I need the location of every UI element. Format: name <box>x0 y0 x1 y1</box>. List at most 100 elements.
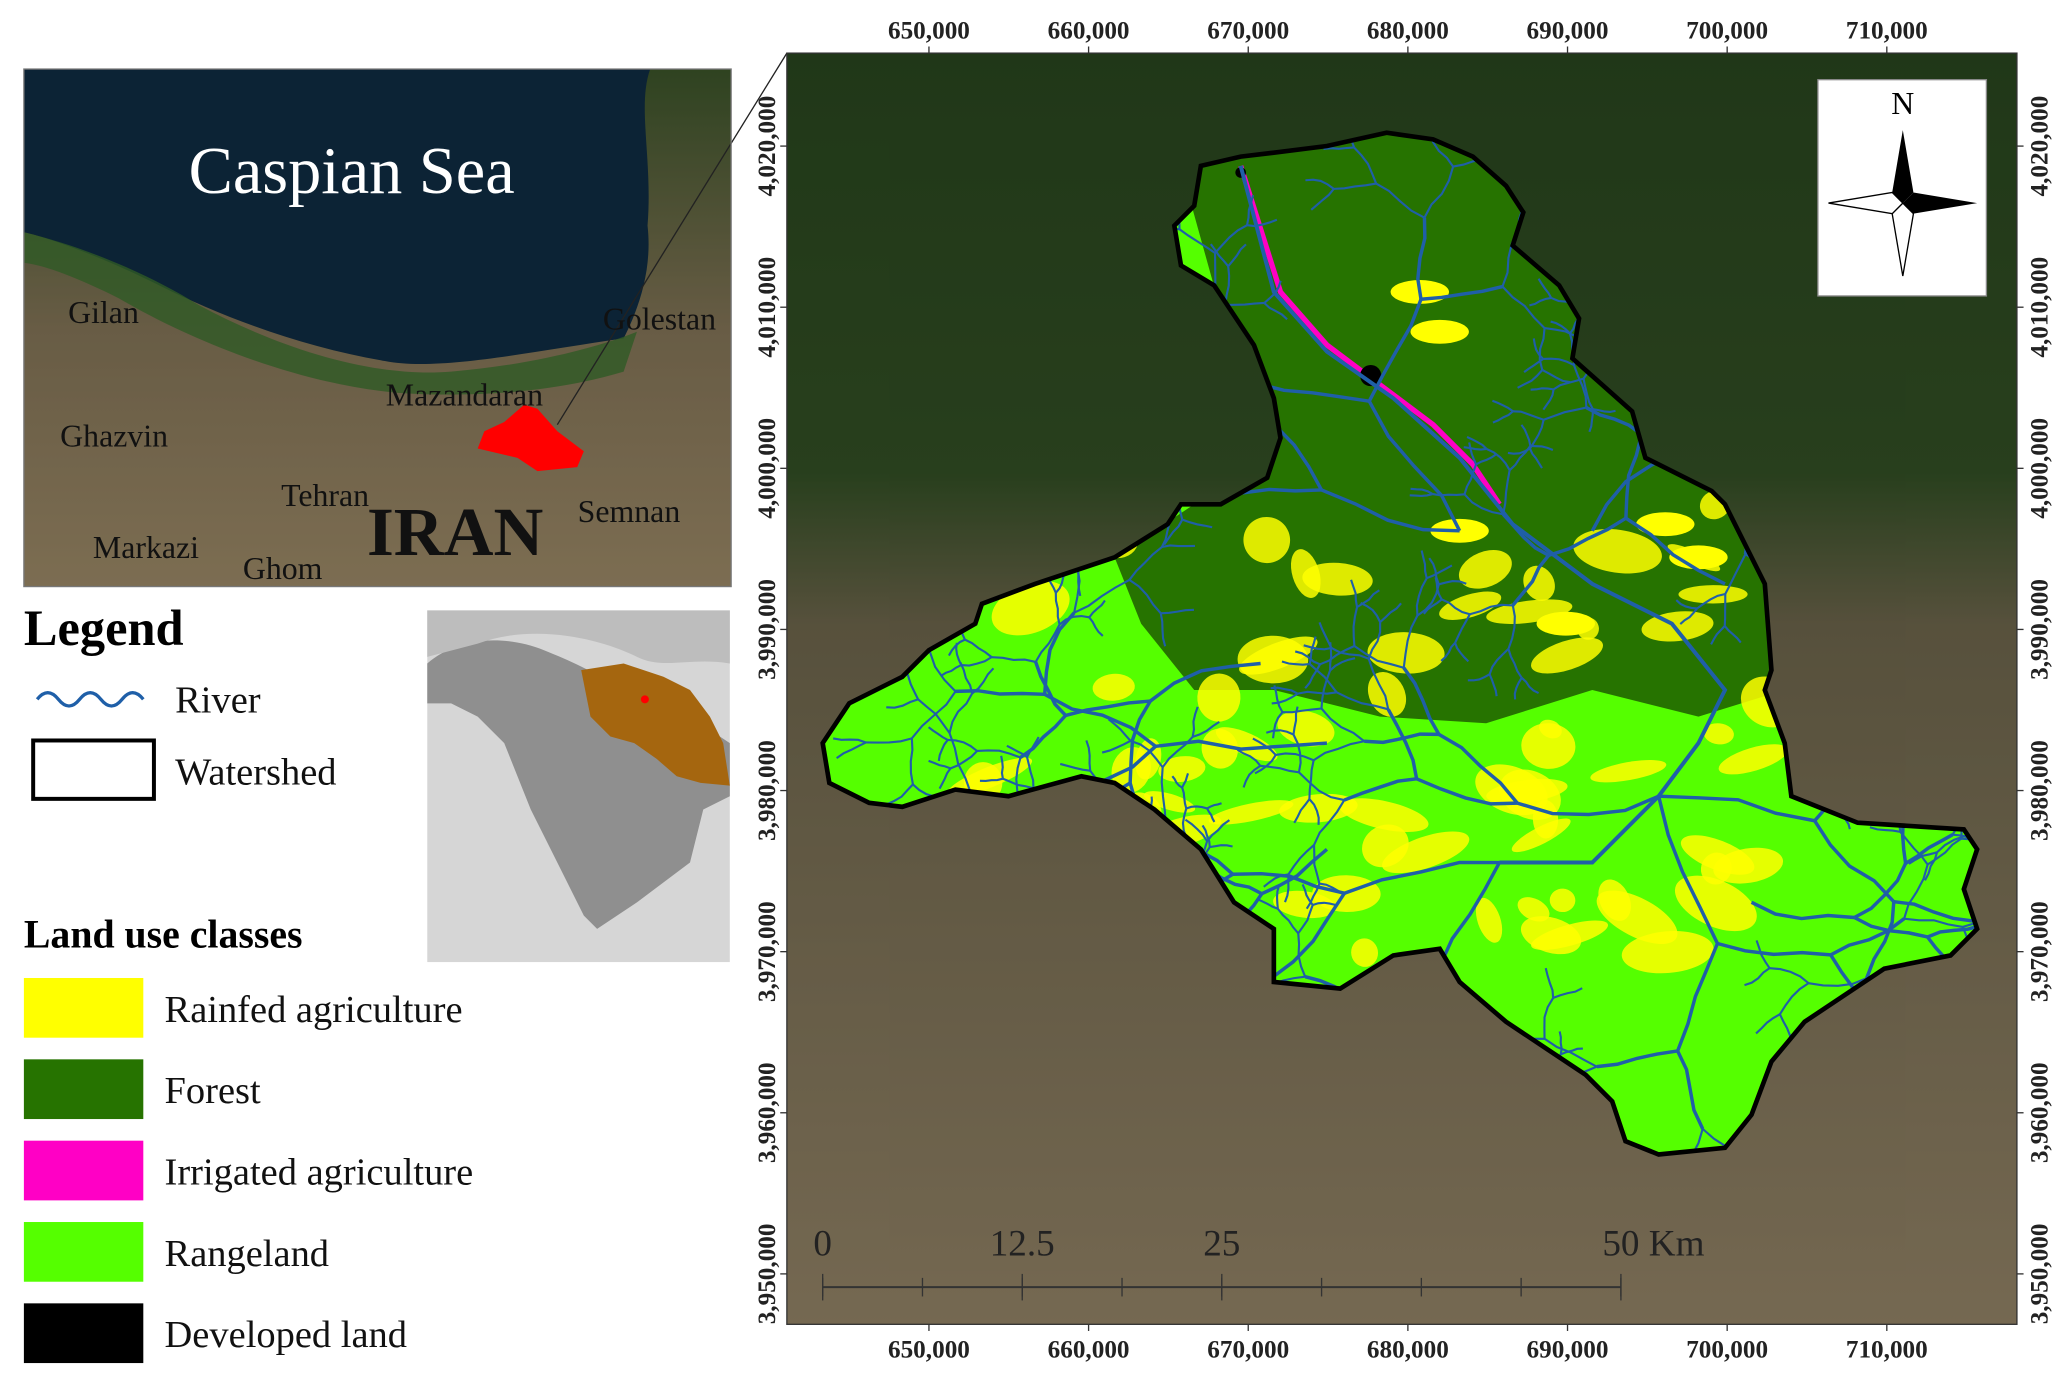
river <box>1402 666 1441 736</box>
river <box>1206 819 1231 842</box>
river <box>1000 755 1004 779</box>
river <box>1829 917 1906 957</box>
river <box>1159 613 1167 647</box>
x-tick-label: 680,000 <box>1367 18 1449 45</box>
river <box>1924 852 1939 881</box>
river <box>1537 278 1553 299</box>
river <box>1065 699 1151 718</box>
river <box>938 767 952 790</box>
rainfed-patch <box>1237 635 1309 684</box>
river <box>1560 1047 1583 1056</box>
river <box>1528 448 1543 469</box>
legend-title: Legend <box>24 600 184 656</box>
inset-label: Ghazvin <box>60 418 168 453</box>
river <box>1293 798 1311 824</box>
rainfed-patch <box>1430 518 1489 543</box>
river <box>1409 493 1433 497</box>
river <box>1552 377 1584 391</box>
y-tick-label: 3,960,000 <box>2026 1062 2053 1163</box>
river <box>2058 869 2070 873</box>
river <box>1329 642 1333 671</box>
river <box>1438 861 1501 967</box>
x-tick-label: 670,000 <box>1207 1336 1289 1363</box>
y-tick-label: 3,960,000 <box>754 1062 781 1163</box>
y-tick-label: 4,000,000 <box>754 418 781 519</box>
rainfed-patch <box>1517 897 1550 922</box>
river <box>1572 364 1588 408</box>
x-tick-label: 660,000 <box>1048 1336 1130 1363</box>
rainfed-patch <box>1549 888 1576 913</box>
legend-label: Watershed <box>175 751 336 793</box>
river <box>1236 748 1262 767</box>
inset-label: Mazandaran <box>386 377 543 412</box>
river <box>1256 897 1279 910</box>
river <box>1320 488 1460 533</box>
x-tick-label: 700,000 <box>1686 1336 1768 1363</box>
rainfed-patch <box>1590 760 1667 783</box>
rainfed-patch <box>1458 550 1512 589</box>
y-tick-label: 4,020,000 <box>2026 96 2053 197</box>
river <box>1454 613 1471 644</box>
study-area <box>477 404 584 472</box>
x-tick-label: 690,000 <box>1527 18 1609 45</box>
river <box>833 737 867 744</box>
river <box>1312 844 1321 884</box>
river <box>1438 732 1519 805</box>
river <box>1184 818 1208 842</box>
river <box>1454 642 1470 663</box>
river <box>1558 1031 1563 1055</box>
locator-map <box>427 610 730 963</box>
river <box>1310 188 1335 211</box>
y-tick-label: 4,000,000 <box>2026 418 2053 519</box>
river <box>1386 708 1419 780</box>
river <box>1864 901 1896 979</box>
rainfed-patch <box>1621 931 1714 974</box>
river <box>886 783 914 806</box>
river <box>1675 599 1698 610</box>
rainfed-patch <box>1197 673 1241 722</box>
rainfed-patch <box>1302 562 1373 596</box>
river <box>1548 516 1627 558</box>
river <box>1160 608 1195 615</box>
river <box>1312 901 1336 907</box>
river <box>1329 657 1356 672</box>
river <box>1486 447 1511 471</box>
locator-iran <box>581 663 730 786</box>
river <box>1507 447 1531 455</box>
river <box>1128 700 1152 784</box>
river <box>1323 146 1355 150</box>
river <box>1582 378 1594 410</box>
arrow-n <box>1892 130 1914 204</box>
rainfed-patch <box>1531 637 1603 674</box>
river <box>1209 243 1230 267</box>
main-map <box>786 53 2070 1325</box>
y-tick-label: 3,950,000 <box>2026 1223 2053 1324</box>
river <box>1512 410 1544 421</box>
river <box>1224 266 1231 306</box>
river <box>1333 182 1377 190</box>
river <box>1261 847 1329 896</box>
river <box>1281 660 1310 666</box>
y-tick-label: 3,990,000 <box>754 579 781 680</box>
inset-label: Ghom <box>243 551 323 586</box>
river <box>1467 673 1491 682</box>
rainfed-patch <box>1362 824 1409 868</box>
class-label: Forest <box>165 1070 261 1112</box>
rainfed-patch <box>1243 516 1291 564</box>
river <box>1367 622 1382 660</box>
river <box>1313 799 1346 846</box>
river <box>1367 658 1390 710</box>
river <box>1502 469 1511 515</box>
river <box>1352 606 1359 647</box>
inset-label: Tehran <box>281 478 369 513</box>
rainfed-patch <box>1573 529 1662 574</box>
inset-label: Gilan <box>68 295 139 330</box>
river <box>1501 285 1546 329</box>
river <box>955 688 1045 697</box>
river <box>964 638 993 658</box>
river <box>1163 519 1184 546</box>
river <box>1723 593 1727 627</box>
river <box>1364 732 1439 745</box>
river <box>1592 408 1616 413</box>
river <box>1544 967 1555 998</box>
